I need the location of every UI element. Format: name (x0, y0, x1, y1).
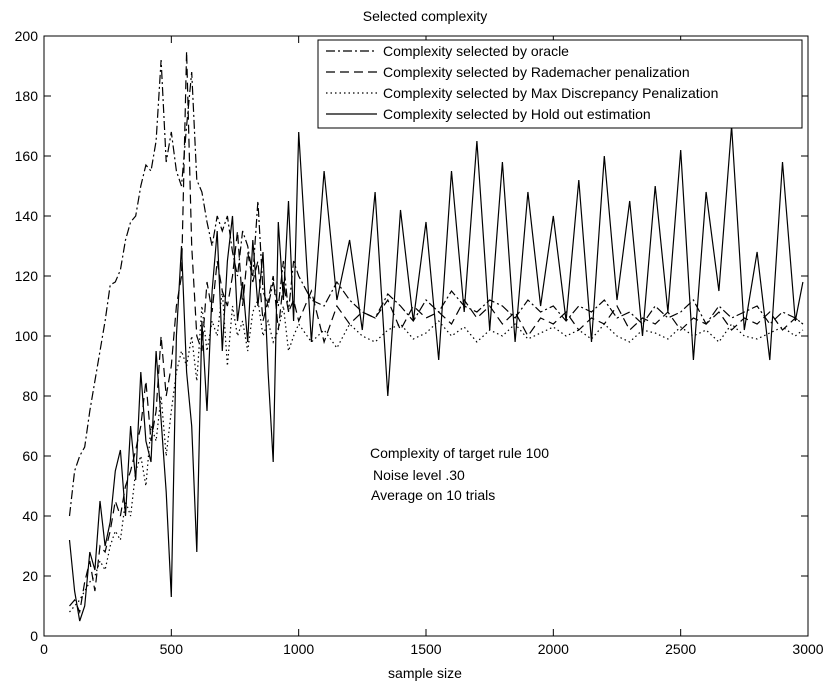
legend-label-2: Complexity selected by Rademacher penali… (383, 64, 690, 80)
y-tick-label: 60 (22, 448, 38, 464)
x-tick-label: 1000 (283, 641, 314, 657)
annotation-target-rule: Complexity of target rule 100 (370, 445, 549, 461)
y-tick-label: 160 (15, 148, 39, 164)
series-line-4 (68, 125, 804, 622)
legend-label-4: Complexity selected by Hold out estimati… (383, 106, 651, 122)
annotation-block: Complexity of target rule 100 Noise leve… (370, 445, 549, 503)
y-tick-label: 20 (22, 568, 38, 584)
x-tick-label: 500 (160, 641, 184, 657)
series-layer (68, 50, 804, 622)
x-tick-label: 0 (40, 641, 48, 657)
y-tick-label: 40 (22, 508, 38, 524)
y-tick-label: 80 (22, 388, 38, 404)
annotation-trials: Average on 10 trials (371, 487, 495, 503)
y-tick-label: 180 (15, 88, 39, 104)
legend-label-1: Complexity selected by oracle (383, 43, 569, 59)
chart-title: Selected complexity (363, 8, 488, 24)
y-tick-label: 140 (15, 208, 39, 224)
x-axis: 0 500 1000 1500 2000 2500 3000 (40, 36, 824, 657)
x-tick-label: 1500 (410, 641, 441, 657)
legend: Complexity selected by oracle Complexity … (317, 39, 803, 129)
series-line-2 (69, 50, 804, 615)
x-tick-label: 2500 (665, 641, 696, 657)
y-tick-label: 0 (30, 628, 38, 644)
series-line-1 (68, 59, 804, 517)
y-axis: 0 20 40 60 80 100 120 140 160 180 200 (15, 28, 808, 644)
annotation-noise-level: Noise level .30 (373, 467, 465, 483)
y-tick-label: 200 (15, 28, 39, 44)
x-tick-label: 3000 (792, 641, 823, 657)
y-tick-label: 100 (15, 328, 39, 344)
x-axis-label: sample size (388, 665, 462, 681)
legend-box (317, 39, 803, 129)
y-tick-label: 120 (15, 268, 39, 284)
legend-label-3: Complexity selected by Max Discrepancy P… (383, 85, 718, 101)
x-tick-label: 2000 (538, 641, 569, 657)
